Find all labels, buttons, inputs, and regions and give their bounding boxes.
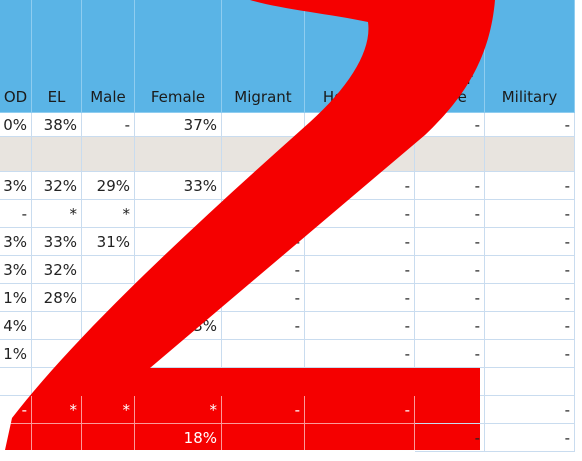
page: ODELMaleFemaleMigrantHomelessFoster Care… <box>0 0 582 461</box>
cell: - <box>485 396 575 424</box>
cell <box>222 424 305 452</box>
red-two-overlay <box>0 0 582 461</box>
cell: - <box>0 396 32 424</box>
cell <box>0 424 32 452</box>
cell: * <box>135 396 222 424</box>
cell <box>32 424 82 452</box>
cell: - <box>415 424 485 452</box>
cell: * <box>82 396 135 424</box>
cell <box>82 424 135 452</box>
cell: - <box>222 396 305 424</box>
cell <box>305 424 415 452</box>
cell: 18% <box>135 424 222 452</box>
cell: - <box>305 396 415 424</box>
cell: - <box>485 424 575 452</box>
cell: * <box>32 396 82 424</box>
cell <box>415 396 485 424</box>
